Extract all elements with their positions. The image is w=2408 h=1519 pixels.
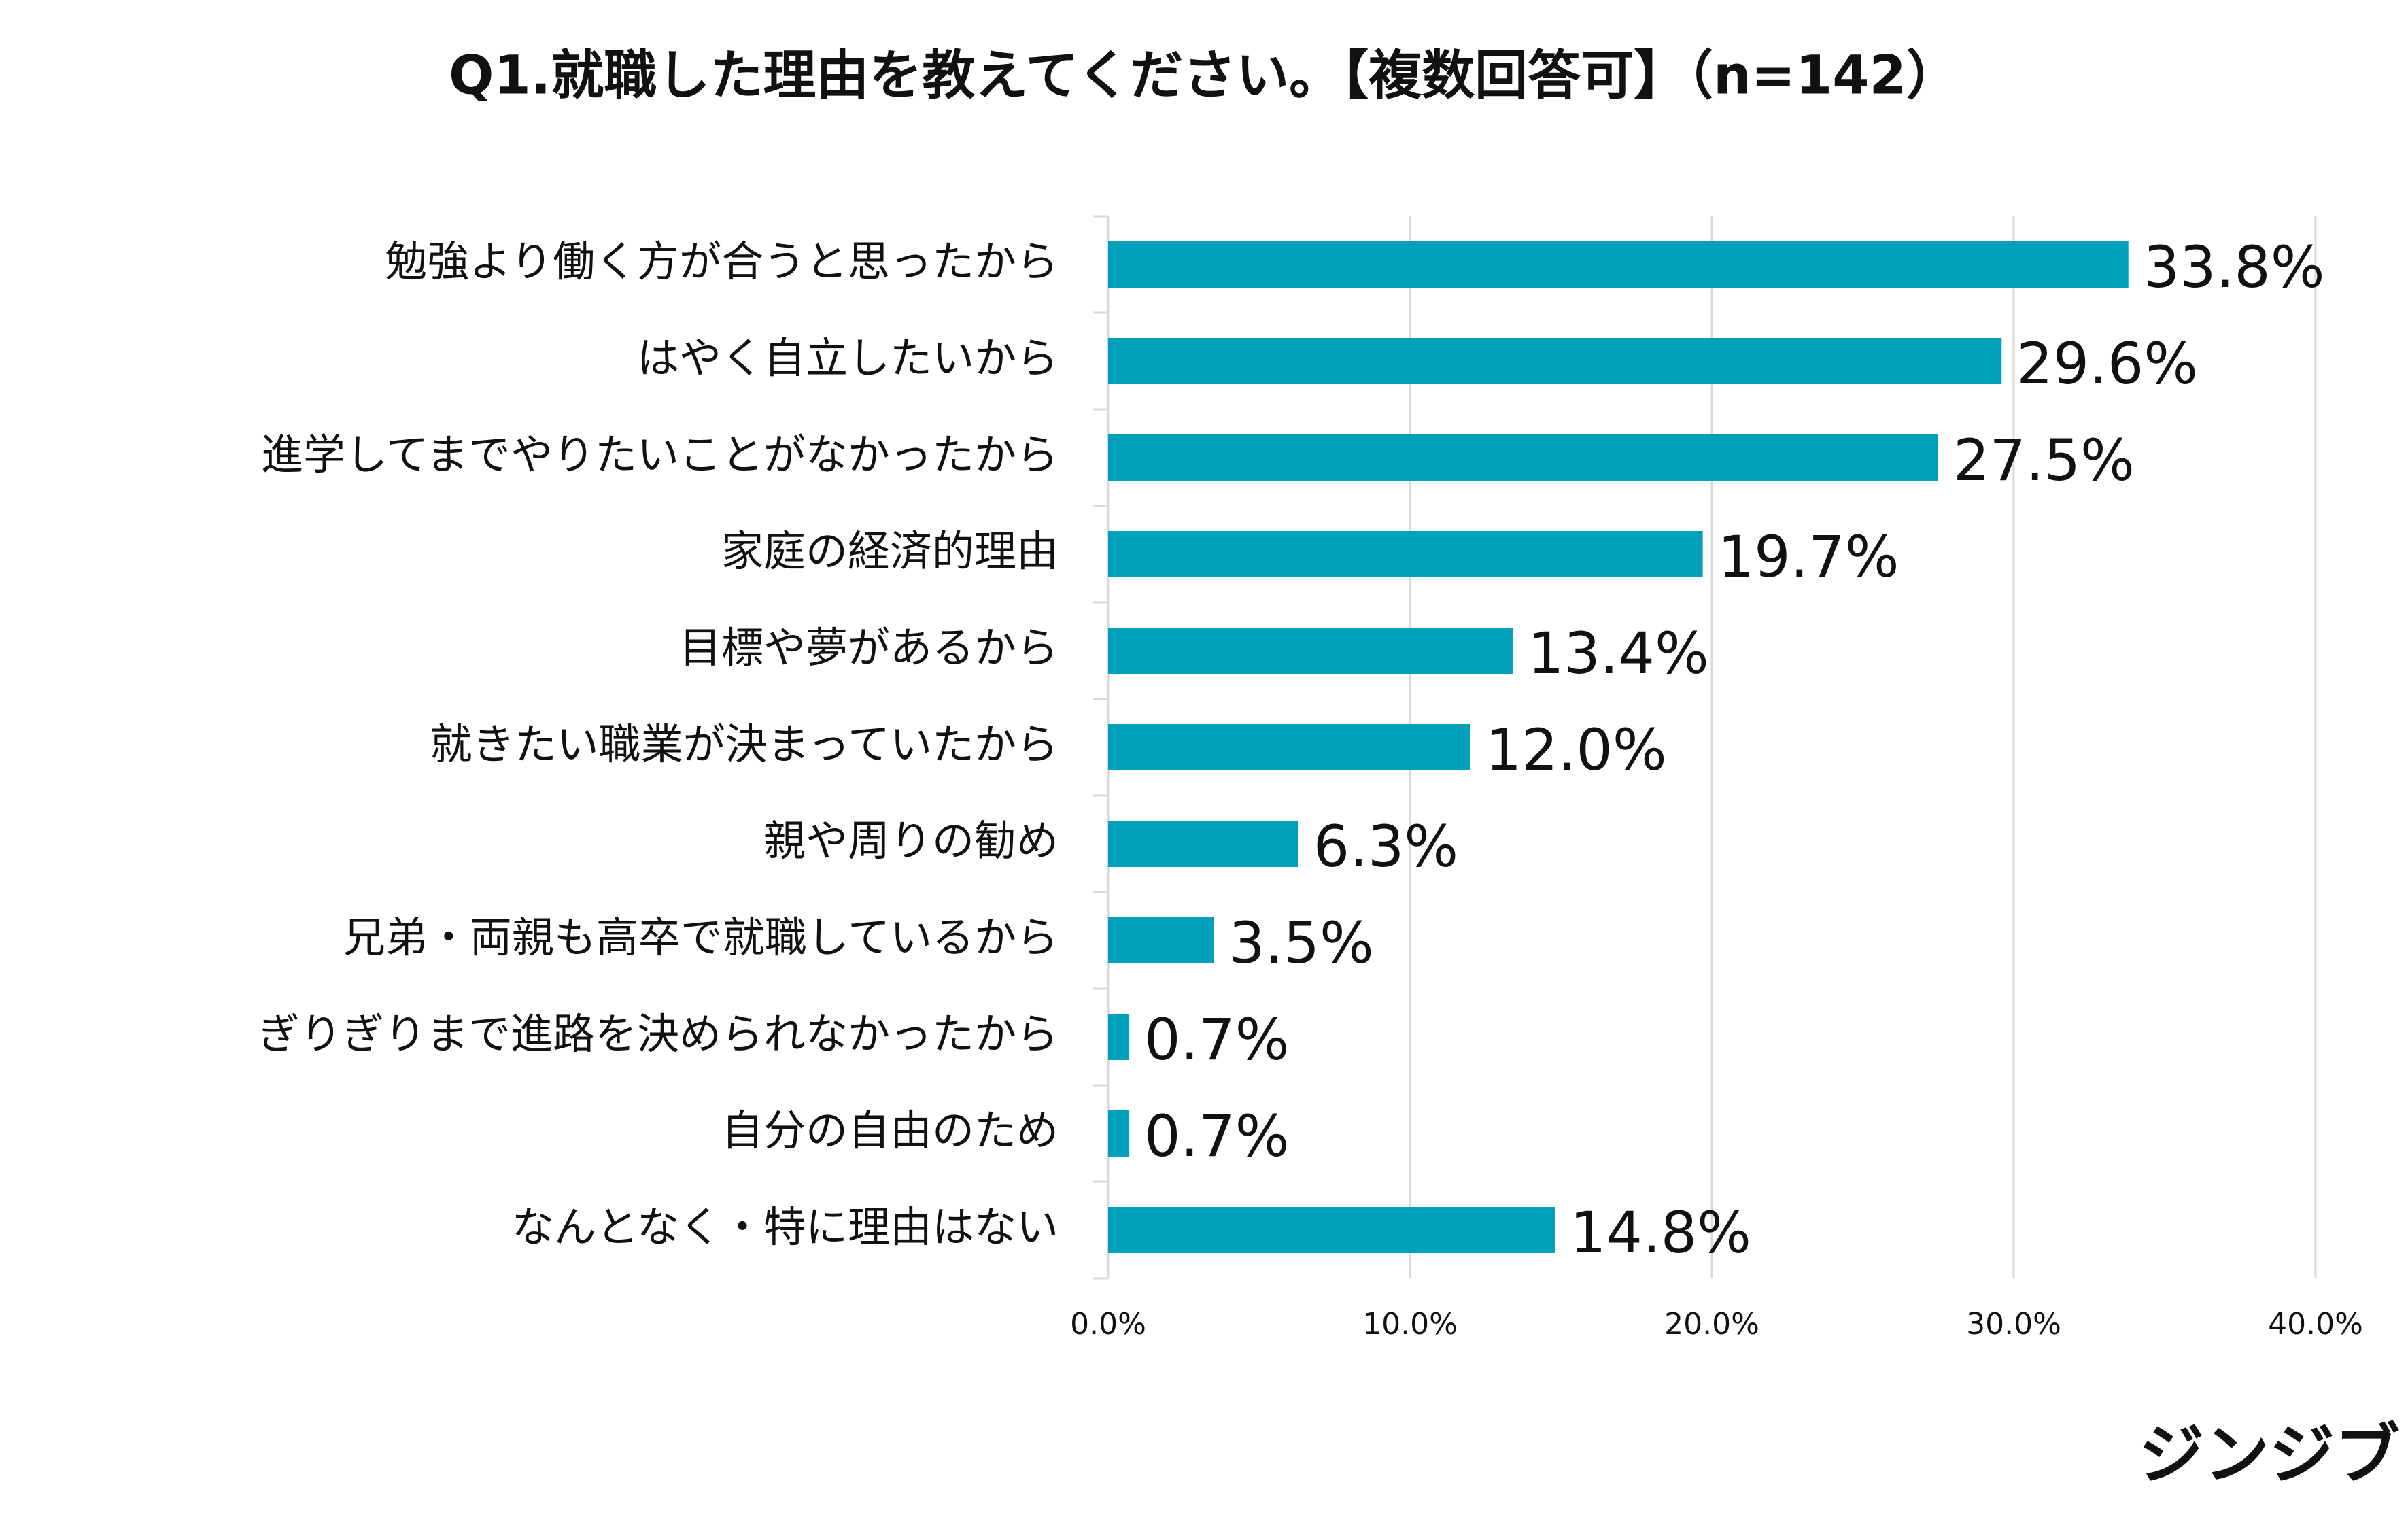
x-tick-label: 40.0%: [2268, 1307, 2363, 1342]
bar: [1108, 1110, 1130, 1157]
value-label: 3.5%: [1228, 910, 1373, 976]
y-tick-label: 就きたい職業が決まっていたから: [430, 719, 1059, 769]
y-tick-label: ぎりぎりまで進路を決められなかったから: [258, 1009, 1059, 1059]
y-tick-label: 家庭の経済的理由: [721, 526, 1059, 576]
value-label: 27.5%: [1953, 427, 2135, 494]
value-label: 12.0%: [1485, 717, 1667, 783]
bar: [1108, 1207, 1555, 1253]
y-tick-label: 兄弟・両親も高卒で就職しているから: [343, 912, 1059, 962]
chart-title: Q1.就職した理由を教えてください。【複数回答可】（n=142）: [449, 45, 1959, 106]
bar: [1108, 724, 1470, 770]
value-label: 29.6%: [2016, 330, 2198, 397]
value-label: 19.7%: [1718, 524, 1899, 590]
y-tick-label: 進学してまでやりたいことがなかったから: [261, 430, 1059, 479]
y-tick-label: なんとなく・特に理由はない: [512, 1202, 1059, 1252]
y-tick-label: はやく自立したいから: [637, 333, 1059, 383]
bar: [1108, 628, 1513, 674]
bar: [1108, 1014, 1130, 1060]
bar: [1108, 821, 1298, 867]
value-label: 0.7%: [1144, 1006, 1289, 1073]
value-label: 0.7%: [1144, 1103, 1289, 1170]
value-label: 14.8%: [1570, 1199, 1751, 1266]
bar: [1108, 917, 1214, 963]
bar: [1108, 241, 2129, 288]
bar: [1108, 434, 1938, 481]
value-label: 33.8%: [2144, 234, 2325, 301]
x-tick-label: 10.0%: [1362, 1307, 1458, 1342]
value-label: 6.3%: [1313, 813, 1458, 880]
y-tick-label: 目標や夢があるから: [679, 623, 1059, 672]
y-tick-label: 親や周りの勧め: [763, 816, 1059, 866]
x-tick-label: 20.0%: [1664, 1307, 1759, 1342]
y-tick-label: 勉強より働く方が合うと思ったから: [385, 237, 1059, 286]
logo: ジンジブ: [2139, 1416, 2400, 1492]
bar: [1108, 531, 1703, 577]
x-tick-label: 0.0%: [1070, 1307, 1146, 1342]
value-label: 13.4%: [1528, 620, 1709, 687]
x-tick-label: 30.0%: [1966, 1307, 2061, 1342]
bar: [1108, 338, 2002, 384]
y-tick-label: 自分の自由のため: [721, 1106, 1059, 1155]
